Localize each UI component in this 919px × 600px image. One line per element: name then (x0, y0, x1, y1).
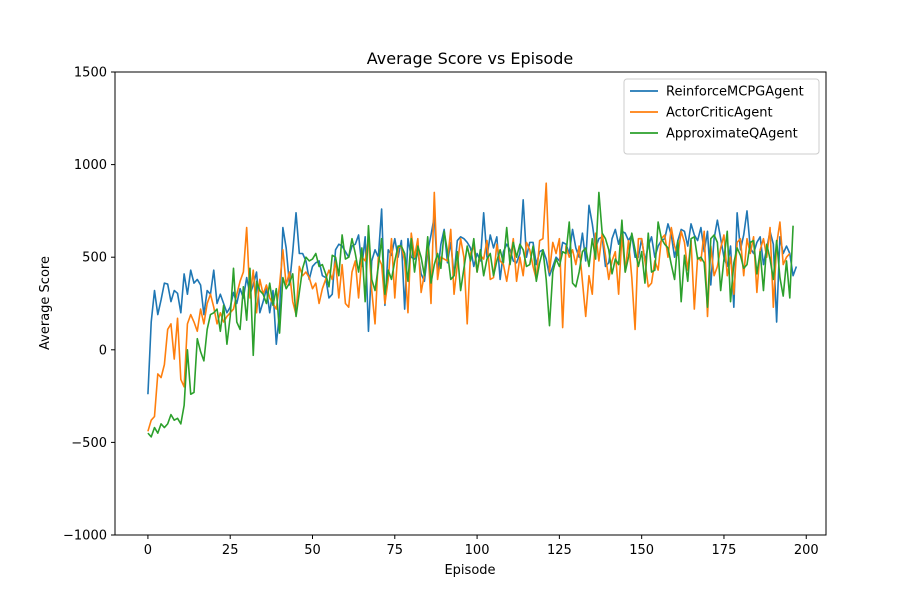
y-tick-label: 0 (99, 343, 107, 358)
x-tick-label: 200 (794, 543, 819, 558)
x-axis-label: Episode (444, 563, 495, 578)
series-line-0 (147, 198, 798, 395)
plot-frame (114, 71, 827, 536)
x-tick-label: 25 (222, 543, 239, 558)
y-tick-label: 500 (82, 251, 107, 266)
y-tick-label: −1000 (63, 529, 107, 544)
legend-label-0: ReinforceMCPGAgent (666, 85, 804, 100)
x-tick-label: 75 (387, 543, 404, 558)
y-tick-label: 1500 (74, 66, 107, 81)
legend: ReinforceMCPGAgent ActorCriticAgent Approx… (623, 78, 820, 155)
series-layer (147, 182, 798, 438)
legend-label-2: ApproximateQAgent (666, 127, 798, 142)
series-line-2 (147, 191, 794, 438)
x-tick-label: 125 (547, 543, 572, 558)
x-tick-label: 50 (304, 543, 321, 558)
y-tick-label: −500 (71, 436, 107, 451)
y-axis-label: Average Score (38, 256, 53, 350)
y-tick-label: 1000 (74, 158, 107, 173)
x-tick-label: 0 (144, 543, 152, 558)
legend-label-1: ActorCriticAgent (666, 106, 773, 121)
axes-layer: 0 25 50 75 100 125 150 175 200 −1000 −500 0 500 1000 1… (63, 66, 827, 558)
x-tick-label: 100 (465, 543, 490, 558)
x-tick-label: 150 (629, 543, 654, 558)
chart-title: Average Score vs Episode (367, 49, 573, 68)
series-line-1 (147, 182, 791, 432)
x-tick-label: 175 (712, 543, 737, 558)
legend-box (623, 78, 820, 155)
